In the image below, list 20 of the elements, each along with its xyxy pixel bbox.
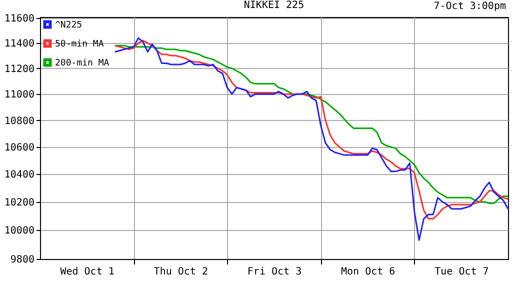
chart-title: NIKKEI 225: [244, 0, 304, 12]
y-tick-label: 11000: [4, 90, 34, 101]
y-tick-label: 9800: [10, 254, 34, 266]
y-tick-label: 10600: [4, 142, 34, 154]
legend-label: 200-min MA: [55, 58, 110, 68]
y-tick-label: 11200: [4, 64, 34, 75]
y-tick-label: 10000: [4, 226, 34, 237]
y-tick-label: 10800: [4, 116, 34, 127]
legend-label: 50-min MA: [55, 40, 104, 50]
legend-label: ^N225: [55, 20, 82, 30]
x-tick-label: Mon Oct 6: [341, 266, 396, 278]
x-tick-label: Tue Oct 7: [434, 266, 489, 278]
y-tick-label: 10200: [4, 197, 34, 208]
x-tick-label: Wed Oct 1: [60, 266, 114, 278]
y-tick-label: 10400: [4, 170, 34, 181]
text: 7-Oct 3:00pm: [434, 1, 506, 12]
x-tick-label: Fri Oct 3: [247, 266, 302, 278]
x-tick-label: Thu Oct 2: [154, 266, 208, 278]
y-tick-label: 11400: [4, 38, 34, 50]
y-tick-label: 11600: [4, 14, 34, 25]
